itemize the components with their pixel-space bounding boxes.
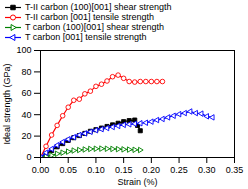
svg-text:80: 80 <box>21 67 31 77</box>
html-text:T-II carbon [001] tensile stre: T-II carbon [001] tensile strength <box>25 12 155 22</box>
svg-text:0.15: 0.15 <box>115 165 133 175</box>
svg-text:0: 0 <box>26 152 31 162</box>
html-text:T carbon [001] tensile strengt: T carbon [001] tensile strength <box>25 32 147 42</box>
svg-text:0.20: 0.20 <box>143 165 161 175</box>
svg-text:0.30: 0.30 <box>198 165 216 175</box>
svg-text:20: 20 <box>21 131 31 141</box>
svg-text:60: 60 <box>21 88 31 98</box>
html-text:T carbon (100)[001] shear stre: T carbon (100)[001] shear strength <box>25 22 164 32</box>
svg-text:0.10: 0.10 <box>87 165 105 175</box>
svg-text:100: 100 <box>16 45 31 55</box>
svg-text:Strain (%): Strain (%) <box>117 177 157 187</box>
svg-text:40: 40 <box>21 110 31 120</box>
svg-text:0.25: 0.25 <box>170 165 188 175</box>
svg-text:Ideal strength (GPa): Ideal strength (GPa) <box>2 63 12 144</box>
svg-text:0.05: 0.05 <box>59 165 77 175</box>
html-text:T-II carbon (100)[001] shear s: T-II carbon (100)[001] shear strength <box>25 2 172 12</box>
svg-text:0.35: 0.35 <box>226 165 244 175</box>
svg-text:0.00: 0.00 <box>32 165 50 175</box>
